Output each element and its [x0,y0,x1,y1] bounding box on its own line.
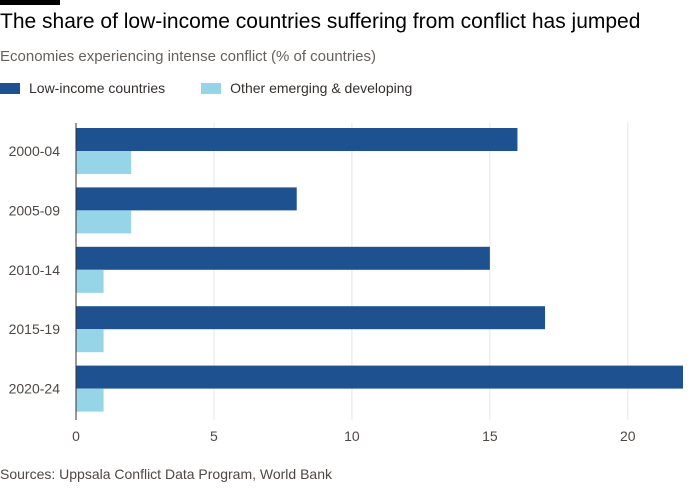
bar-low-income-2010-14 [76,246,490,270]
bar-other-emerging-2000-04 [76,151,132,174]
category-label-2005-09: 2005-09 [9,202,61,218]
x-tick-label-0: 0 [72,428,80,444]
category-label-2010-14: 2010-14 [9,262,61,278]
category-label-2000-04: 2000-04 [9,143,61,159]
source-note: Sources: Uppsala Conflict Data Program, … [0,466,332,482]
x-tick-label-15: 15 [482,428,498,444]
bar-low-income-2005-09 [76,187,297,211]
bar-chart: 0 5 10 15 20 2000-04 2005-09 2010-14 2015-19 2020… [9,123,683,444]
bar-low-income-2020-24 [76,365,683,389]
legend-label-low-income: Low-income countries [29,80,166,96]
chart-subtitle: Economies experiencing intense conflict … [0,48,377,65]
x-tick-label-5: 5 [210,428,218,444]
category-label-2020-24: 2020-24 [9,381,61,397]
legend-swatch-other-emerging [201,82,222,94]
brand-bar [0,0,60,5]
x-tick-label-20: 20 [620,428,636,444]
bar-low-income-2015-19 [76,306,546,330]
legend-label-other-emerging: Other emerging & developing [230,80,413,96]
bar-other-emerging-2015-19 [76,329,104,353]
legend-swatch-low-income [0,82,20,94]
chart-title: The share of low-income countries suffer… [0,10,641,33]
x-tick-label-10: 10 [344,428,360,444]
bar-other-emerging-2010-14 [76,269,104,293]
legend-item-other-emerging: Other emerging & developing [201,80,412,96]
legend: Low-income countries Other emerging & de… [0,80,448,96]
bar-other-emerging-2005-09 [76,210,132,234]
legend-item-low-income: Low-income countries [0,80,165,96]
bar-low-income-2000-04 [76,128,518,151]
bar-other-emerging-2020-24 [76,388,104,412]
category-label-2015-19: 2015-19 [9,321,61,337]
